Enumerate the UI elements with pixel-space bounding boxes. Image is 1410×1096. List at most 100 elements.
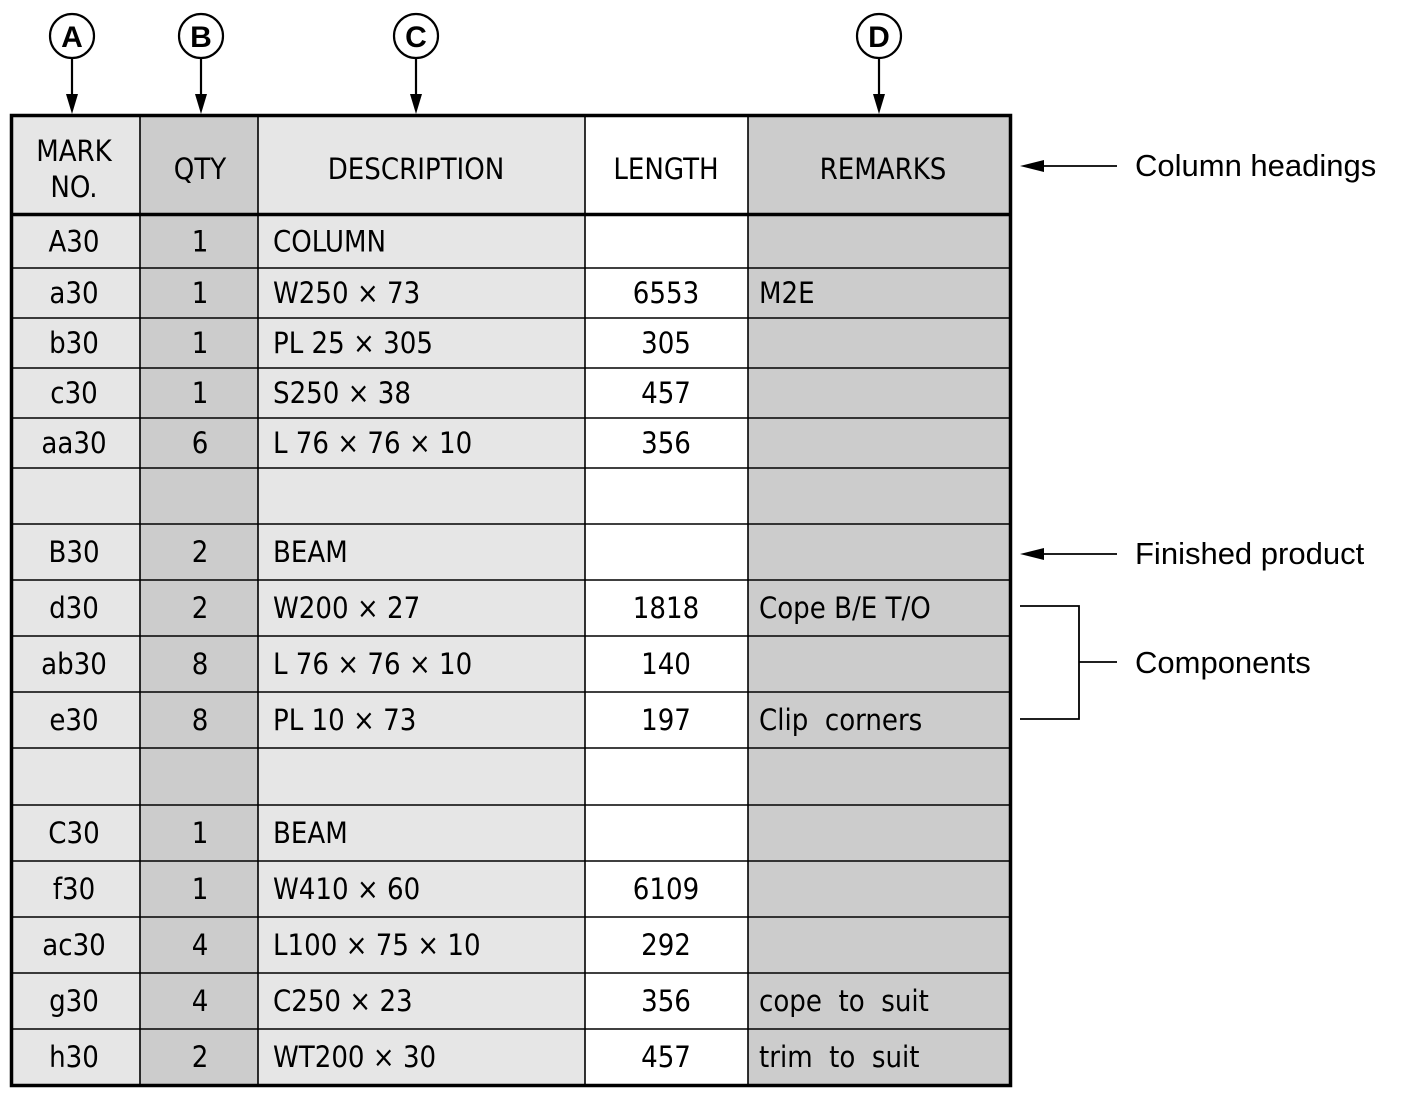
length-cell: 6553	[633, 276, 699, 310]
qty-cell: 1	[192, 326, 209, 360]
qty-cell: 1	[192, 816, 209, 850]
table-outer-border	[9, 113, 1013, 1088]
description-cell: W250 × 73	[273, 276, 420, 310]
qty-cell: 2	[192, 591, 209, 625]
length-cell: 356	[641, 984, 691, 1018]
column-headings-label: Column headings	[1135, 148, 1376, 183]
header-mark-line1: MARK	[36, 134, 112, 168]
mark-cell: a30	[49, 276, 98, 310]
table-row: B30 2 BEAM	[48, 535, 347, 569]
header-length: LENGTH	[613, 152, 718, 186]
column-key-letter: C	[405, 21, 427, 54]
description-cell: BEAM	[273, 535, 348, 569]
table-row: d30 2 W200 × 27 1818 Cope B/E T/O	[49, 591, 931, 625]
qty-cell: 8	[192, 647, 209, 681]
fill-description-column	[258, 116, 585, 1085]
column-key-letter: B	[190, 21, 212, 54]
mark-cell: aa30	[41, 426, 106, 460]
table-row: ac30 4 L100 × 75 × 10 292	[42, 928, 691, 962]
length-cell: 356	[641, 426, 691, 460]
length-cell: 292	[641, 928, 691, 962]
schedule-rows: A30 1 COLUMN a30 1 W250 × 73 6553 M2E b30 1 PL 25 …	[41, 225, 931, 1075]
column-key-callouts: A B C D	[48, 12, 903, 114]
qty-cell: 1	[192, 276, 209, 310]
description-cell: PL 10 × 73	[273, 703, 416, 737]
qty-cell: 6	[192, 426, 209, 460]
table-row: g30 4 C250 × 23 356 cope to suit	[49, 984, 929, 1018]
header-qty: QTY	[174, 152, 227, 186]
remarks-cell: trim to suit	[759, 1040, 920, 1074]
column-key-c: C	[392, 12, 440, 114]
column-key-arrowhead	[195, 94, 207, 114]
column-headings-row: MARK NO. QTY DESCRIPTION LENGTH REMARKS	[36, 134, 946, 204]
description-cell: S250 × 38	[273, 376, 411, 410]
column-key-letter: D	[868, 21, 890, 54]
table-row: a30 1 W250 × 73 6553 M2E	[49, 276, 814, 310]
mark-cell: f30	[53, 872, 95, 906]
column-key-b: B	[177, 12, 225, 114]
finished-product-label: Finished product	[1135, 536, 1365, 571]
table-row: ab30 8 L 76 × 76 × 10 140	[41, 647, 691, 681]
description-cell: PL 25 × 305	[273, 326, 433, 360]
table-grid	[12, 116, 1010, 1085]
description-cell: W410 × 60	[273, 872, 420, 906]
mark-cell: e30	[49, 703, 98, 737]
table-row: f30 1 W410 × 60 6109	[53, 872, 699, 906]
column-key-a: A	[48, 12, 96, 114]
column-fills	[12, 116, 1010, 1085]
table-row: C30 1 BEAM	[48, 816, 347, 850]
column-key-arrowhead	[410, 94, 422, 114]
qty-cell: 2	[192, 535, 209, 569]
table-row: A30 1 COLUMN	[48, 225, 386, 259]
components-label: Components	[1135, 645, 1311, 680]
length-cell: 6109	[633, 872, 699, 906]
fill-qty-column	[140, 116, 258, 1085]
length-cell: 457	[641, 376, 691, 410]
finished-product-arrowhead	[1020, 548, 1044, 560]
remarks-cell: Cope B/E T/O	[759, 591, 931, 625]
qty-cell: 8	[192, 703, 209, 737]
length-cell: 140	[641, 647, 691, 681]
mark-cell: A30	[48, 225, 99, 259]
table-row: b30 1 PL 25 × 305 305	[49, 326, 691, 360]
remarks-cell: M2E	[759, 276, 815, 310]
column-key-arrowhead	[66, 94, 78, 114]
description-cell: L 76 × 76 × 10	[273, 426, 472, 460]
description-cell: C250 × 23	[273, 984, 413, 1018]
column-headings-arrowhead	[1020, 160, 1044, 172]
fill-remarks-column	[748, 116, 1010, 1085]
components-bracket	[1020, 605, 1080, 720]
qty-cell: 1	[192, 872, 209, 906]
fill-length-column	[585, 116, 748, 1085]
annotations: Column headings Finished product Compone…	[1020, 148, 1376, 720]
header-description: DESCRIPTION	[328, 152, 505, 186]
qty-cell: 1	[192, 225, 209, 259]
length-cell: 197	[641, 703, 691, 737]
description-cell: W200 × 27	[273, 591, 420, 625]
length-cell: 457	[641, 1040, 691, 1074]
mark-cell: C30	[48, 816, 99, 850]
qty-cell: 2	[192, 1040, 209, 1074]
mark-cell: h30	[49, 1040, 99, 1074]
mark-cell: b30	[49, 326, 99, 360]
length-cell: 1818	[633, 591, 699, 625]
column-key-d: D	[855, 12, 903, 114]
remarks-cell: cope to suit	[759, 984, 929, 1018]
length-cell: 305	[641, 326, 691, 360]
header-mark-line2: NO.	[50, 170, 97, 204]
mark-cell: g30	[49, 984, 99, 1018]
qty-cell: 4	[192, 984, 209, 1018]
fill-mark-column	[12, 116, 140, 1085]
header-remarks: REMARKS	[820, 152, 947, 186]
mark-cell: B30	[48, 535, 99, 569]
table-row: aa30 6 L 76 × 76 × 10 356	[41, 426, 690, 460]
column-key-arrowhead	[873, 94, 885, 114]
description-cell: L100 × 75 × 10	[273, 928, 481, 962]
qty-cell: 1	[192, 376, 209, 410]
mark-cell: c30	[50, 376, 98, 410]
table-row: h30 2 WT200 × 30 457 trim to suit	[49, 1040, 919, 1074]
mark-cell: ac30	[42, 928, 106, 962]
description-cell: BEAM	[273, 816, 348, 850]
description-cell: L 76 × 76 × 10	[273, 647, 472, 681]
